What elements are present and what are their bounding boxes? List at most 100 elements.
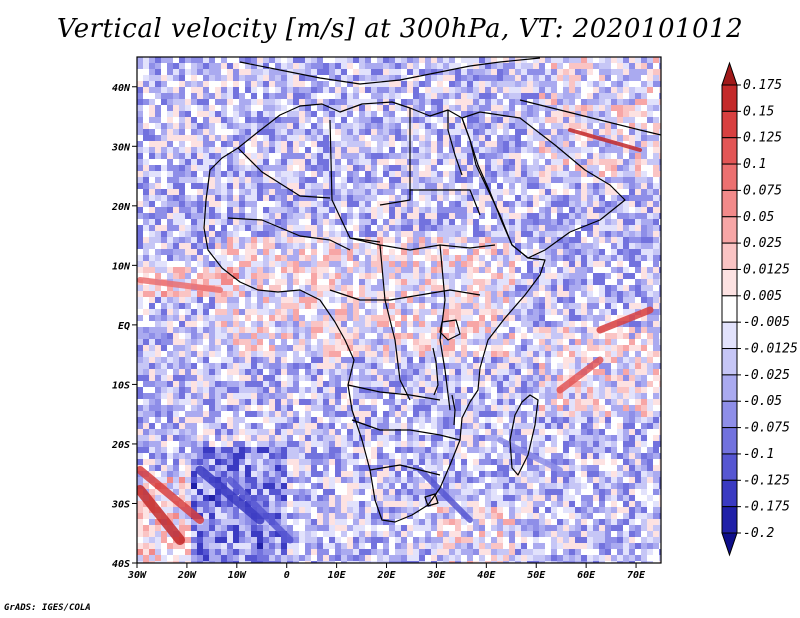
velocity-field-cell bbox=[503, 117, 510, 124]
velocity-field-cell bbox=[227, 285, 234, 292]
velocity-field-cell bbox=[509, 291, 516, 298]
velocity-field-cell bbox=[437, 135, 444, 142]
velocity-field-cell bbox=[413, 381, 420, 388]
velocity-field-cell bbox=[497, 123, 504, 130]
velocity-field-cell bbox=[659, 117, 661, 124]
velocity-field-cell bbox=[401, 393, 408, 400]
velocity-field-cell bbox=[311, 363, 318, 370]
velocity-field-cell bbox=[311, 327, 318, 334]
velocity-field-cell bbox=[551, 171, 558, 178]
velocity-field-cell bbox=[263, 381, 270, 388]
velocity-field-cell bbox=[437, 87, 444, 94]
velocity-field-cell bbox=[245, 291, 252, 298]
velocity-field-cell bbox=[533, 171, 540, 178]
velocity-field-cell bbox=[413, 129, 420, 136]
velocity-field-cell bbox=[515, 279, 522, 286]
velocity-field-cell bbox=[263, 105, 270, 112]
velocity-field-cell bbox=[623, 201, 630, 208]
velocity-field-cell bbox=[389, 249, 396, 256]
velocity-field-cell bbox=[551, 207, 558, 214]
velocity-field-cell bbox=[419, 231, 426, 238]
velocity-field-cell bbox=[587, 303, 594, 310]
velocity-field-cell bbox=[203, 81, 210, 88]
velocity-field-cell bbox=[173, 63, 180, 70]
velocity-field-cell bbox=[161, 393, 168, 400]
velocity-field-cell bbox=[245, 279, 252, 286]
velocity-field-cell bbox=[563, 345, 570, 352]
velocity-field-cell bbox=[545, 129, 552, 136]
velocity-field-cell bbox=[587, 93, 594, 100]
velocity-field-cell bbox=[485, 87, 492, 94]
velocity-field-cell bbox=[317, 339, 324, 346]
velocity-field-cell bbox=[503, 57, 510, 64]
velocity-field-cell bbox=[209, 237, 216, 244]
velocity-field-cell bbox=[245, 237, 252, 244]
velocity-field-cell bbox=[551, 291, 558, 298]
velocity-field-cell bbox=[527, 147, 534, 154]
velocity-field-cell bbox=[149, 111, 156, 118]
velocity-field-cell bbox=[587, 105, 594, 112]
velocity-field-cell bbox=[263, 147, 270, 154]
velocity-field-cell bbox=[137, 387, 144, 394]
velocity-field-cell bbox=[239, 351, 246, 358]
velocity-field-cell bbox=[365, 279, 372, 286]
velocity-field-cell bbox=[467, 195, 474, 202]
velocity-field-cell bbox=[281, 141, 288, 148]
velocity-field-cell bbox=[293, 357, 300, 364]
velocity-field-cell bbox=[455, 351, 462, 358]
velocity-field-cell bbox=[173, 135, 180, 142]
velocity-field-cell bbox=[599, 249, 606, 256]
velocity-field-cell bbox=[257, 309, 264, 316]
velocity-field-cell bbox=[623, 267, 630, 274]
velocity-field-cell bbox=[443, 327, 450, 334]
velocity-field-cell bbox=[251, 327, 258, 334]
velocity-field-cell bbox=[635, 213, 642, 220]
velocity-field-cell bbox=[335, 75, 342, 82]
velocity-field-cell bbox=[617, 369, 624, 376]
velocity-field-cell bbox=[185, 189, 192, 196]
velocity-field-cell bbox=[455, 291, 462, 298]
velocity-field-cell bbox=[569, 159, 576, 166]
velocity-field-cell bbox=[515, 261, 522, 268]
velocity-field-cell bbox=[635, 357, 642, 364]
velocity-field-cell bbox=[161, 75, 168, 82]
velocity-field-cell bbox=[431, 99, 438, 106]
velocity-field-cell bbox=[221, 99, 228, 106]
velocity-field-cell bbox=[509, 111, 516, 118]
velocity-field-cell bbox=[599, 345, 606, 352]
velocity-field-cell bbox=[275, 243, 282, 250]
velocity-field-cell bbox=[275, 57, 282, 64]
velocity-field-cell bbox=[347, 183, 354, 190]
velocity-field-cell bbox=[281, 315, 288, 322]
velocity-field-cell bbox=[551, 87, 558, 94]
velocity-field-cell bbox=[509, 321, 516, 328]
velocity-field-cell bbox=[401, 141, 408, 148]
velocity-field-cell bbox=[173, 387, 180, 394]
velocity-field-cell bbox=[581, 249, 588, 256]
velocity-field-cell bbox=[335, 111, 342, 118]
velocity-field-cell bbox=[443, 255, 450, 262]
velocity-field-cell bbox=[527, 237, 534, 244]
velocity-field-cell bbox=[581, 357, 588, 364]
velocity-field-cell bbox=[263, 387, 270, 394]
velocity-field-cell bbox=[335, 237, 342, 244]
velocity-field-cell bbox=[653, 381, 660, 388]
velocity-field-cell bbox=[401, 195, 408, 202]
velocity-field-cell bbox=[479, 345, 486, 352]
velocity-field-cell bbox=[419, 333, 426, 340]
velocity-field-cell bbox=[611, 231, 618, 238]
velocity-field-cell bbox=[251, 87, 258, 94]
velocity-field-cell bbox=[659, 273, 661, 280]
velocity-field-cell bbox=[179, 237, 186, 244]
velocity-field-cell bbox=[413, 81, 420, 88]
velocity-field-cell bbox=[269, 255, 276, 262]
velocity-field-cell bbox=[341, 339, 348, 346]
velocity-field-cell bbox=[257, 279, 264, 286]
velocity-field-cell bbox=[425, 273, 432, 280]
velocity-field-cell bbox=[617, 225, 624, 232]
velocity-field-cell bbox=[179, 279, 186, 286]
velocity-field-cell bbox=[599, 189, 606, 196]
velocity-field-cell bbox=[191, 375, 198, 382]
velocity-field-cell bbox=[353, 195, 360, 202]
velocity-field-cell bbox=[587, 279, 594, 286]
